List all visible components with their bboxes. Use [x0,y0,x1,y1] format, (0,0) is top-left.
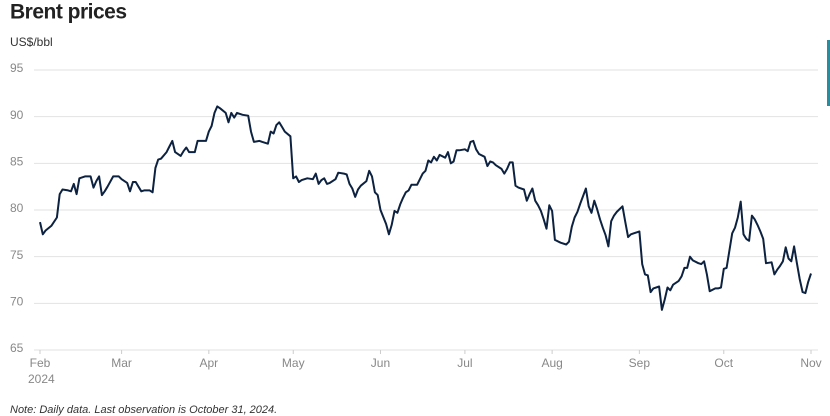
x-tick-label: Mar [111,356,132,370]
x-sub-label: 2024 [28,372,55,386]
x-tick-label: Aug [541,356,562,370]
x-tick-label: Nov [800,356,821,370]
y-axis-label: US$/bbl [10,35,53,49]
x-tick-label: May [282,356,305,370]
y-tick-label: 75 [10,248,24,262]
x-tick-label: Feb [30,356,51,370]
x-tick-label: Apr [199,356,218,370]
chart-title: Brent prices [10,1,127,24]
edge-accent [827,40,830,106]
x-tick-label: Sep [629,356,651,370]
y-tick-label: 95 [10,61,24,75]
x-tick-label: Jun [371,356,390,370]
price-line [39,105,812,311]
y-tick-label: 90 [10,108,24,122]
x-tick-label: Jul [457,356,472,370]
y-tick-label: 85 [10,155,24,169]
note: Note: Daily data. Last observation is Oc… [10,404,277,416]
y-tick-label: 80 [10,201,24,215]
y-tick-label: 65 [10,341,24,355]
y-tick-label: 70 [10,295,24,309]
x-tick-label: Oct [714,356,733,370]
